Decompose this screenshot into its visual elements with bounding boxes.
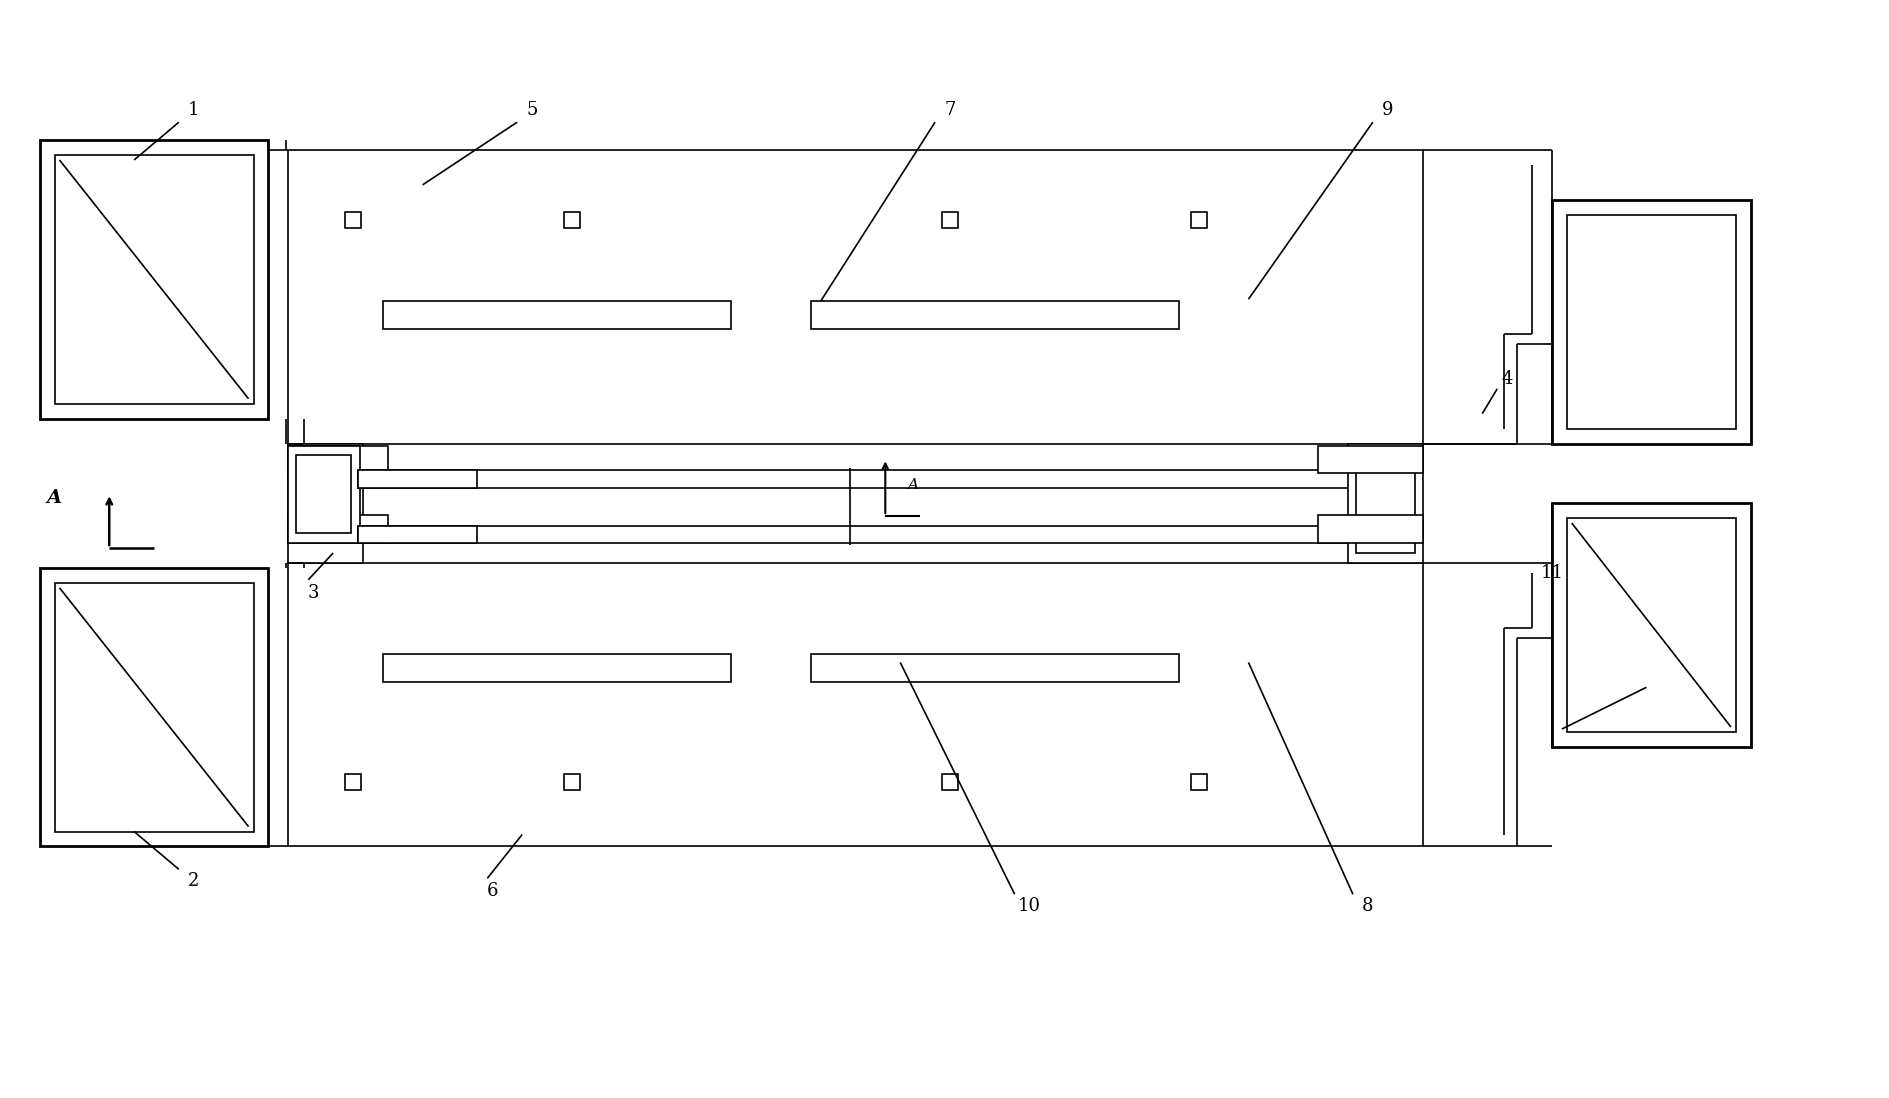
Bar bbox=[55, 583, 253, 831]
Bar bbox=[346, 774, 361, 789]
Text: 9: 9 bbox=[1381, 101, 1392, 120]
Bar bbox=[1354, 453, 1413, 553]
Bar bbox=[1566, 215, 1736, 428]
Bar bbox=[1566, 518, 1736, 732]
Text: 11: 11 bbox=[1540, 564, 1562, 582]
Bar bbox=[810, 654, 1179, 682]
Bar bbox=[1190, 212, 1205, 227]
Bar bbox=[1551, 200, 1749, 444]
Text: 6: 6 bbox=[485, 883, 499, 900]
Bar bbox=[563, 212, 580, 227]
Bar bbox=[941, 774, 958, 789]
Bar bbox=[1317, 446, 1422, 473]
Bar bbox=[383, 654, 731, 682]
Bar bbox=[55, 155, 253, 404]
Text: 8: 8 bbox=[1362, 897, 1373, 916]
Bar bbox=[289, 446, 359, 544]
Bar bbox=[289, 515, 387, 544]
Bar bbox=[357, 470, 1356, 489]
Bar bbox=[810, 301, 1179, 329]
Bar bbox=[383, 301, 731, 329]
Bar bbox=[297, 456, 351, 534]
Bar bbox=[1347, 444, 1422, 563]
Bar bbox=[1317, 515, 1422, 544]
Bar bbox=[1551, 503, 1749, 747]
Text: 1: 1 bbox=[189, 101, 200, 120]
Bar bbox=[289, 150, 1422, 444]
Bar bbox=[40, 141, 268, 418]
Bar bbox=[357, 470, 478, 489]
Bar bbox=[941, 212, 958, 227]
Text: 4: 4 bbox=[1500, 370, 1511, 388]
Bar bbox=[357, 526, 1356, 544]
Bar bbox=[289, 563, 1422, 847]
Text: 3: 3 bbox=[308, 584, 319, 602]
Text: 7: 7 bbox=[944, 101, 956, 120]
Bar bbox=[357, 526, 478, 544]
Bar bbox=[346, 212, 361, 227]
Bar bbox=[1190, 774, 1205, 789]
Text: 5: 5 bbox=[527, 101, 538, 120]
Text: 2: 2 bbox=[189, 872, 200, 890]
Bar bbox=[563, 774, 580, 789]
Text: 10: 10 bbox=[1018, 897, 1041, 916]
Bar bbox=[289, 444, 363, 563]
Bar bbox=[40, 568, 268, 847]
Bar bbox=[289, 446, 387, 473]
Text: A: A bbox=[907, 478, 918, 492]
Text: A: A bbox=[47, 490, 62, 507]
